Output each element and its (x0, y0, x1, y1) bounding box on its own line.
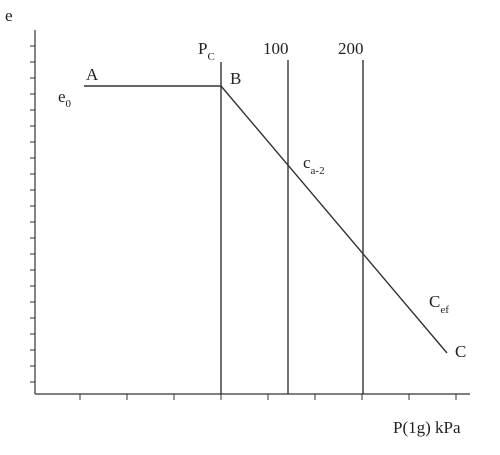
ca-label-main: c (303, 153, 311, 172)
e0-label-main: e (58, 87, 66, 106)
line-200-label: 200 (338, 39, 364, 58)
e0-label-sub: 0 (66, 98, 72, 110)
x-axis-ticks (79, 394, 457, 400)
x-axis-label: P(1g) kPa (393, 418, 461, 437)
cef-label-main: C (429, 292, 440, 311)
ca-label: ca-2 (303, 153, 325, 177)
point-b-label: B (230, 69, 241, 88)
pc-label-main: P (198, 39, 207, 58)
ca-label-sub: a-2 (311, 165, 325, 177)
point-a-label: A (86, 65, 99, 84)
cef-label-sub: ef (440, 304, 449, 316)
y-axis-ticks (30, 45, 35, 383)
compression-curve (84, 85, 448, 354)
pc-label: PC (198, 39, 215, 63)
cef-label: Cef (429, 292, 449, 316)
line-100-label: 100 (263, 39, 289, 58)
e0-label: e0 (58, 87, 72, 110)
y-axis-label: e (5, 6, 13, 25)
pc-label-sub: C (207, 51, 214, 63)
point-c-label: C (455, 342, 466, 361)
